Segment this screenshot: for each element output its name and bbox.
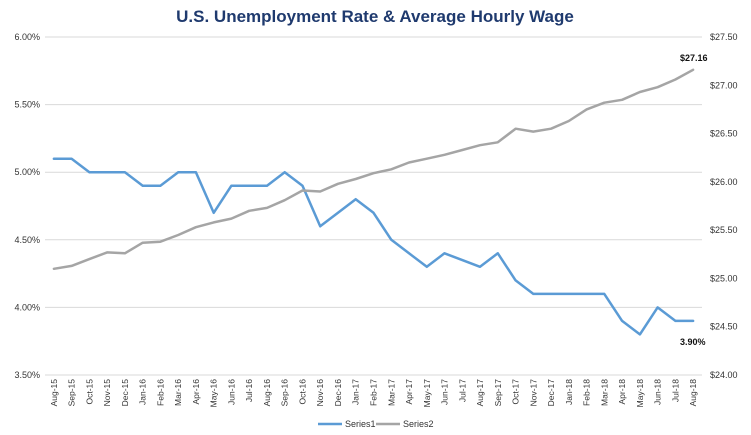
series-line-1: [52, 157, 695, 336]
x-tick-label: Jan-16: [138, 379, 148, 405]
series-lines: [52, 68, 695, 336]
x-tick-label: Jul-17: [457, 379, 467, 402]
x-tick-label: Jul-18: [670, 379, 680, 402]
x-tick-label: May-18: [635, 379, 645, 408]
legend-series1-label: Series1: [345, 419, 376, 429]
x-tick-label: Jun-18: [653, 379, 663, 405]
legend: Series1 Series2: [318, 419, 434, 429]
x-tick-label: Jan-18: [564, 379, 574, 405]
x-tick-label: Oct-15: [84, 379, 94, 405]
x-tick-label: Mar-17: [386, 379, 396, 406]
x-tick-label: Apr-18: [617, 379, 627, 405]
x-tick-label: May-16: [209, 379, 219, 408]
right-axis: $24.00 $24.50 $25.00 $25.50 $26.00 $26.50 $27.…: [710, 32, 738, 380]
x-tick-label: May-17: [422, 379, 432, 408]
x-tick-label: Feb-18: [582, 379, 592, 406]
right-tick-label: $26.00: [710, 177, 738, 187]
right-tick-label: $25.00: [710, 273, 738, 283]
x-tick-label: Aug-15: [49, 379, 59, 407]
x-tick-label: Sep-16: [280, 379, 290, 407]
left-tick-label: 4.50%: [14, 235, 40, 245]
x-tick-label: Dec-15: [120, 379, 130, 407]
right-tick-label: $26.50: [710, 129, 738, 139]
x-tick-label: Feb-17: [369, 379, 379, 406]
x-tick-label: Sep-15: [67, 379, 77, 407]
x-tick-label: Nov-17: [528, 379, 538, 407]
right-tick-label: $25.50: [710, 225, 738, 235]
x-tick-label: Aug-16: [262, 379, 272, 407]
x-axis: Aug-15 Sep-15 Oct-15 Nov-15 Dec-15 Jan-16 Feb-…: [49, 379, 698, 408]
left-axis: 3.50% 4.00% 4.50% 5.00% 5.50% 6.00%: [14, 32, 40, 380]
left-tick-label: 6.00%: [14, 32, 40, 42]
x-tick-label: Dec-16: [333, 379, 343, 407]
x-tick-label: Aug-18: [688, 379, 698, 407]
x-tick-label: Sep-17: [493, 379, 503, 407]
x-tick-label: Oct-16: [297, 379, 307, 405]
left-tick-label: 5.50%: [14, 100, 40, 110]
x-tick-label: Jun-16: [226, 379, 236, 405]
grid: [45, 36, 702, 376]
x-tick-label: Apr-16: [191, 379, 201, 405]
series2-last-label: $27.16: [680, 53, 708, 63]
legend-series2-label: Series2: [403, 419, 434, 429]
x-tick-label: Apr-17: [404, 379, 414, 405]
x-tick-label: Feb-16: [155, 379, 165, 406]
x-tick-label: Jun-17: [440, 379, 450, 405]
chart-title: U.S. Unemployment Rate & Average Hourly …: [176, 7, 574, 26]
right-tick-label: $24.00: [710, 370, 738, 380]
x-tick-label: Dec-17: [546, 379, 556, 407]
right-tick-label: $24.50: [710, 322, 738, 332]
series-line-2: [52, 68, 695, 271]
x-tick-label: Nov-16: [315, 379, 325, 407]
left-tick-label: 3.50%: [14, 370, 40, 380]
x-tick-label: Jan-17: [351, 379, 361, 405]
right-tick-label: $27.00: [710, 80, 738, 90]
x-tick-label: Jul-16: [244, 379, 254, 402]
x-tick-label: Mar-16: [173, 379, 183, 406]
left-tick-label: 4.00%: [14, 302, 40, 312]
x-tick-label: Nov-15: [102, 379, 112, 407]
series1-last-label: 3.90%: [680, 337, 706, 347]
x-tick-label: Oct-17: [511, 379, 521, 405]
x-tick-label: Aug-17: [475, 379, 485, 407]
right-tick-label: $27.50: [710, 32, 738, 42]
left-tick-label: 5.00%: [14, 167, 40, 177]
x-tick-label: Mar-18: [599, 379, 609, 406]
